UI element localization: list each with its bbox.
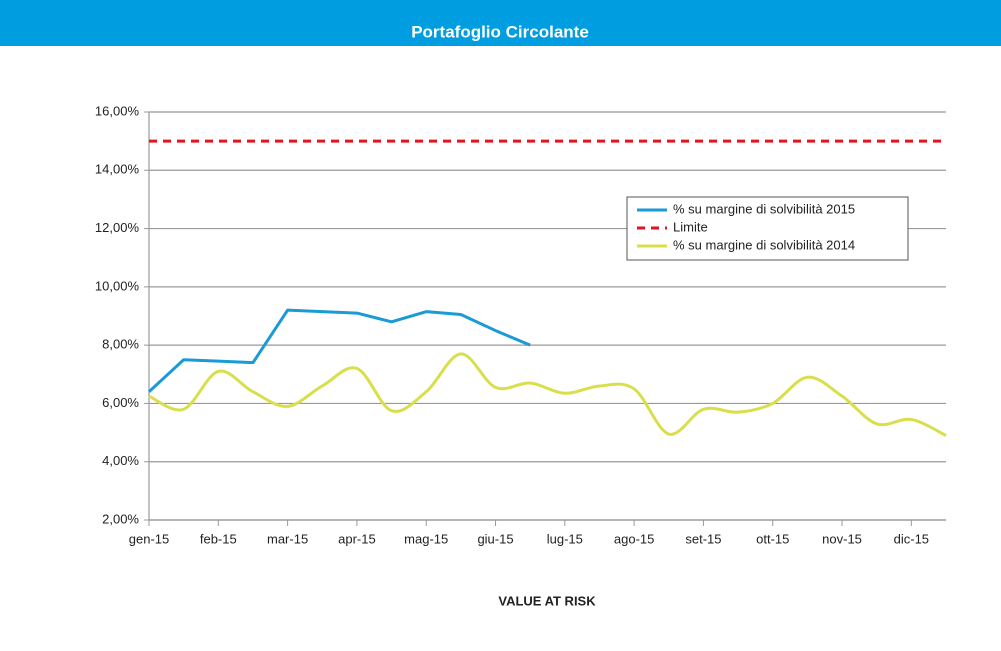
y-tick-label: 12,00% [95, 220, 140, 235]
y-tick-label: 8,00% [102, 337, 139, 352]
chart-title: Portafoglio Circolante [411, 22, 589, 41]
y-tick-label: 16,00% [95, 103, 140, 118]
series-line [147, 308, 531, 393]
x-axis-label: VALUE AT RISK [498, 593, 596, 608]
x-tick-label: mag-15 [404, 531, 448, 546]
y-tick-label: 4,00% [102, 453, 139, 468]
x-tick-label: nov-15 [822, 531, 862, 546]
y-tick-label: 2,00% [102, 511, 139, 526]
x-tick-label: gen-15 [129, 531, 169, 546]
x-tick-label: apr-15 [338, 531, 376, 546]
series-line [148, 352, 947, 437]
x-tick-label: dic-15 [894, 531, 929, 546]
x-tick-label: ott-15 [756, 531, 789, 546]
header-bar [0, 0, 1001, 46]
x-tick-label: mar-15 [267, 531, 308, 546]
x-tick-label: set-15 [685, 531, 721, 546]
legend-label: Limite [673, 219, 708, 234]
legend-label: % su margine di solvibilità 2015 [673, 201, 855, 216]
x-tick-label: ago-15 [614, 531, 654, 546]
y-tick-label: 14,00% [95, 162, 140, 177]
x-tick-label: feb-15 [200, 531, 237, 546]
x-tick-label: giu-15 [477, 531, 513, 546]
x-tick-label: lug-15 [547, 531, 583, 546]
y-tick-label: 6,00% [102, 395, 139, 410]
legend-label: % su margine di solvibilità 2014 [673, 237, 855, 252]
y-tick-label: 10,00% [95, 278, 140, 293]
legend-box [626, 196, 909, 261]
